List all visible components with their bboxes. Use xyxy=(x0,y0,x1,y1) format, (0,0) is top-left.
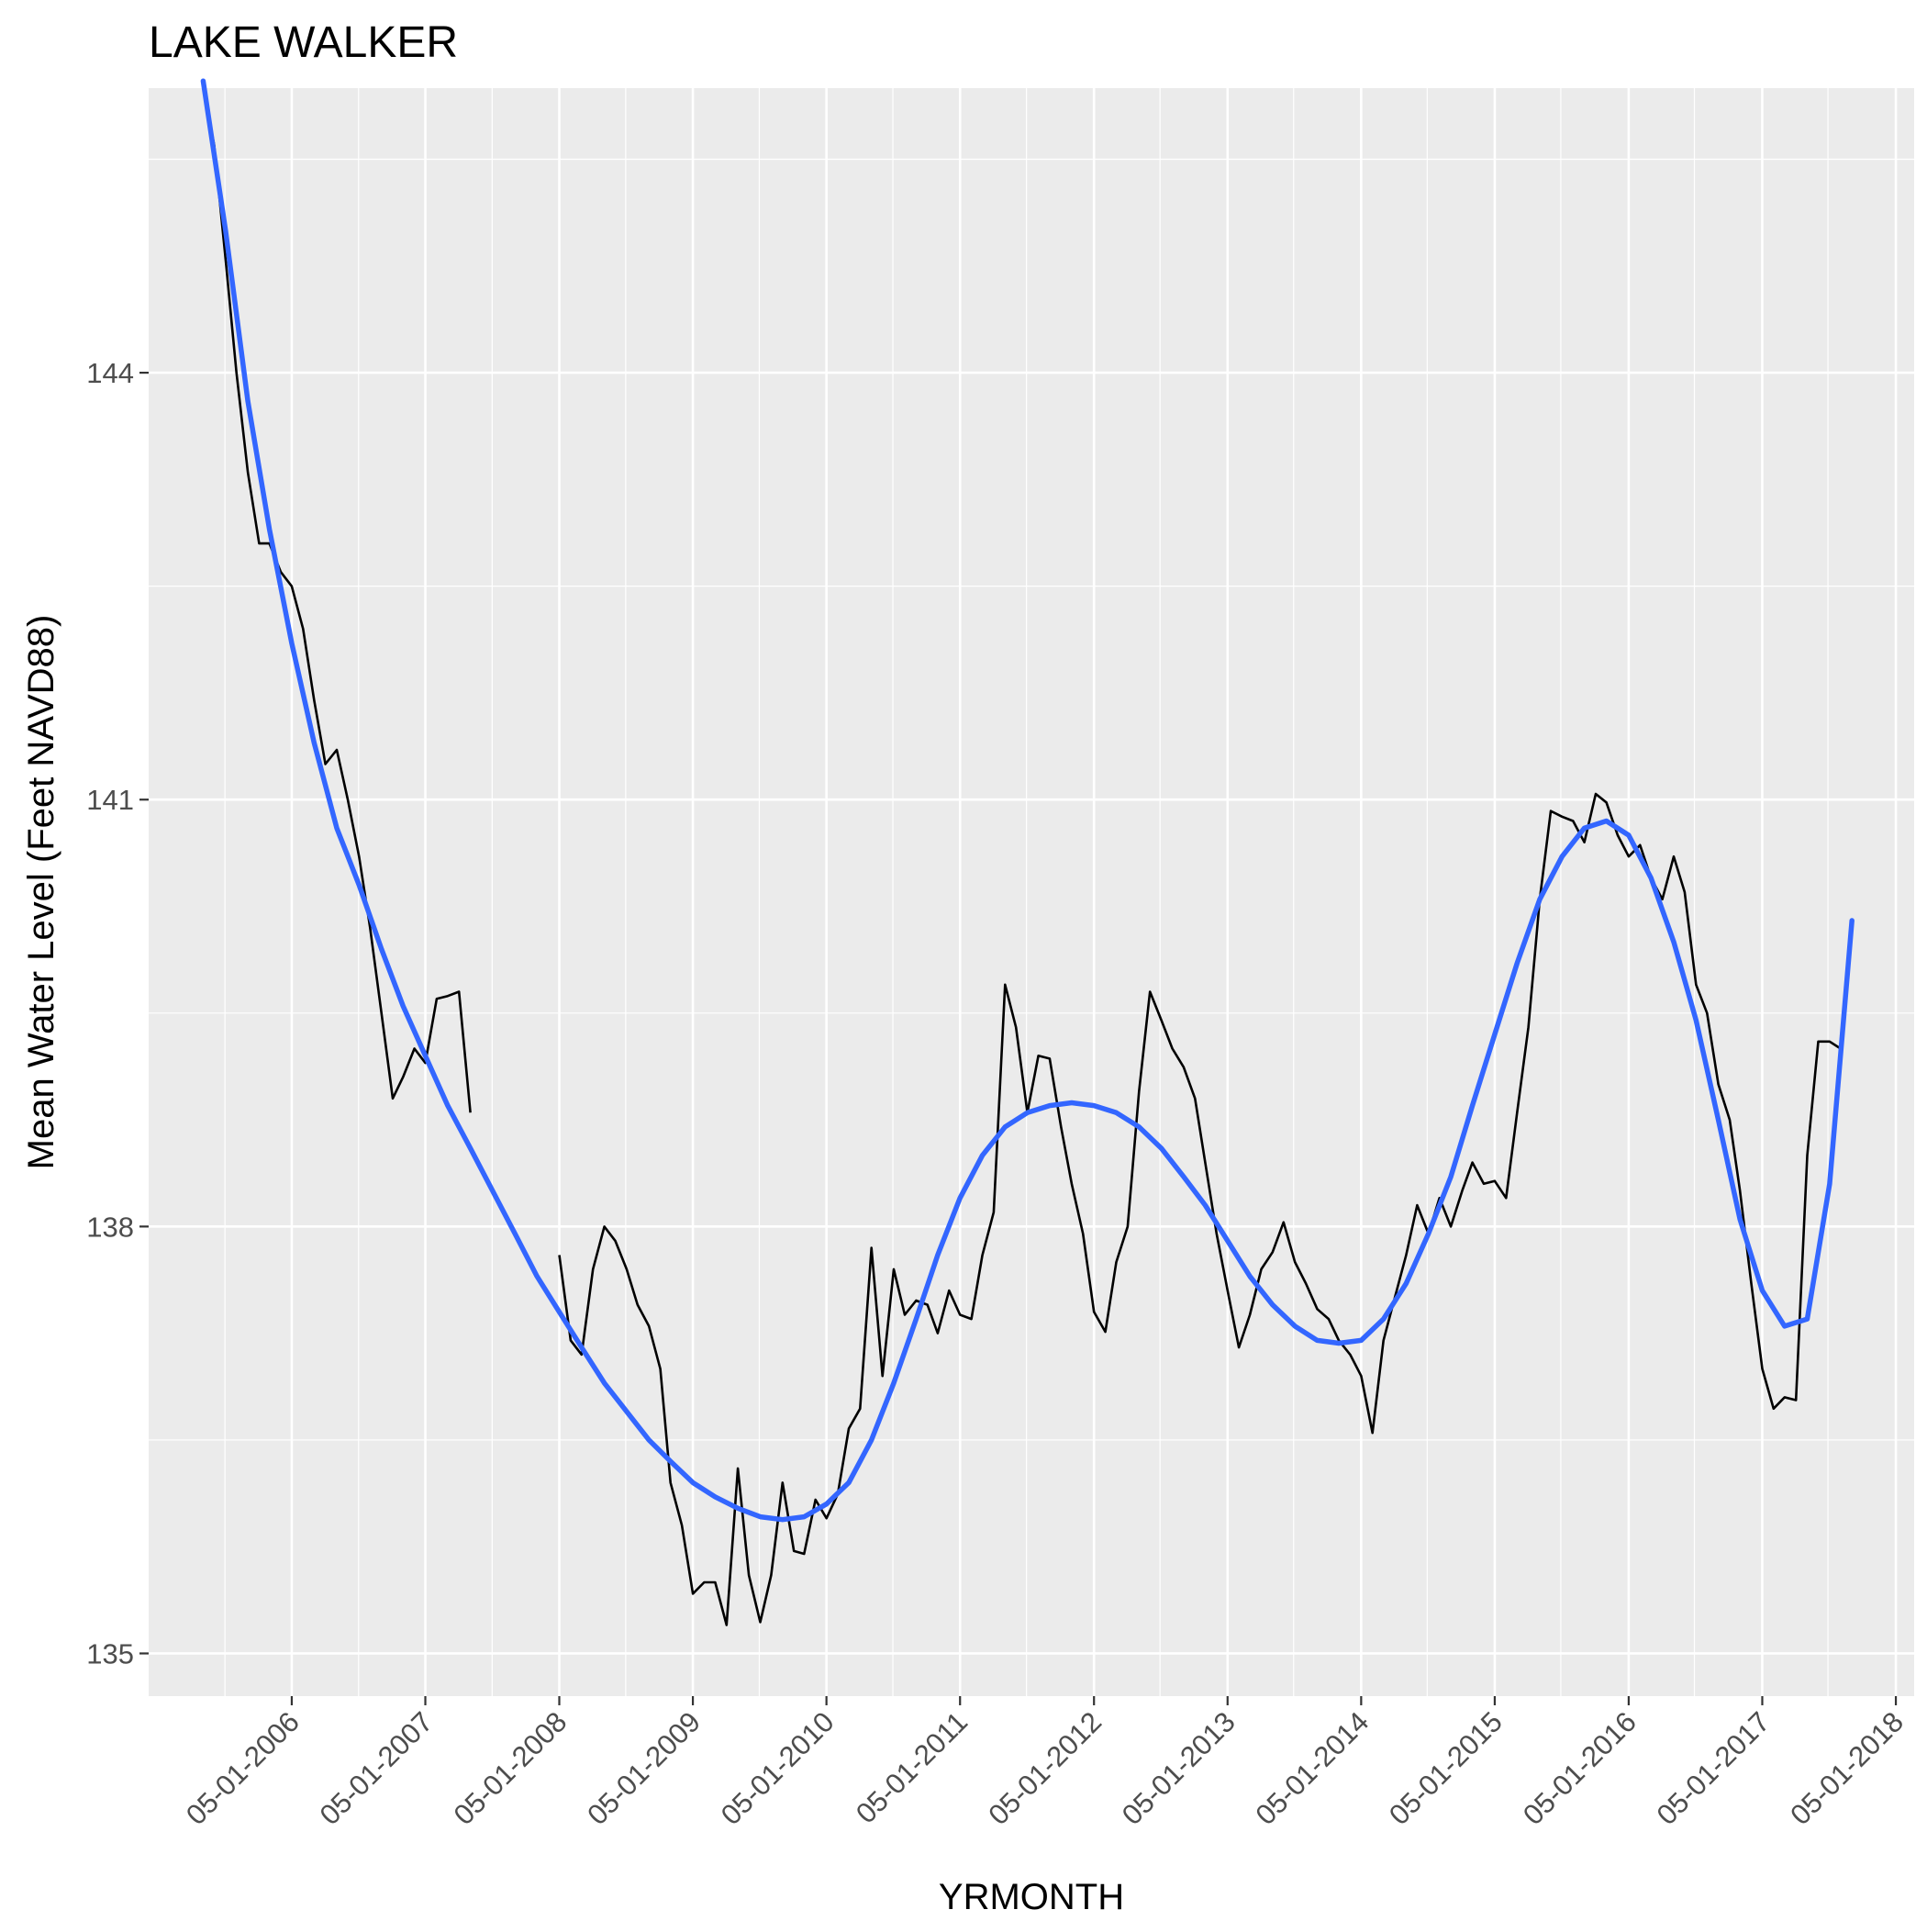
x-axis-title: YRMONTH xyxy=(939,1877,1124,1917)
minor-y-gridlines xyxy=(149,158,1914,1441)
x-tick-label: 05-01-2012 xyxy=(982,1705,1108,1831)
x-tick-label: 05-01-2013 xyxy=(1116,1705,1242,1831)
y-tick-label: 138 xyxy=(86,1211,134,1243)
x-tick-label: 05-01-2011 xyxy=(850,1705,974,1829)
series-layer xyxy=(200,78,1855,1626)
observed-series-line xyxy=(558,792,1842,1626)
major-x-gridlines xyxy=(290,88,1898,1696)
x-tick-label: 05-01-2010 xyxy=(715,1705,841,1831)
y-tick-label: 141 xyxy=(86,784,134,816)
observed-series-line xyxy=(202,87,472,1113)
x-axis: 05-01-2006 05-01-2007 05-01-2008 05-01-2009… xyxy=(180,1696,1910,1831)
y-axis: 135 138 141 144 xyxy=(86,357,149,1670)
smoothed-trend-line xyxy=(200,78,1855,1523)
major-y-gridlines xyxy=(149,371,1914,1655)
minor-x-gridlines xyxy=(224,88,1829,1696)
y-axis-title: Mean Water Level (Feet NAVD88) xyxy=(21,615,61,1170)
chart-title: LAKE WALKER xyxy=(149,18,458,67)
x-tick-label: 05-01-2008 xyxy=(448,1705,574,1831)
y-tick-label: 144 xyxy=(86,357,134,389)
y-tick-label: 135 xyxy=(86,1637,134,1670)
x-tick-label: 05-01-2015 xyxy=(1383,1705,1509,1831)
x-tick-label: 05-01-2009 xyxy=(581,1705,707,1831)
x-tick-label: 05-01-2018 xyxy=(1784,1705,1910,1831)
x-tick-label: 05-01-2007 xyxy=(314,1705,440,1831)
x-tick-label: 05-01-2014 xyxy=(1249,1705,1375,1831)
plot-panel xyxy=(149,88,1914,1696)
x-tick-label: 05-01-2006 xyxy=(180,1705,306,1831)
x-tick-label: 05-01-2017 xyxy=(1651,1705,1777,1831)
x-tick-label: 05-01-2016 xyxy=(1517,1705,1643,1831)
